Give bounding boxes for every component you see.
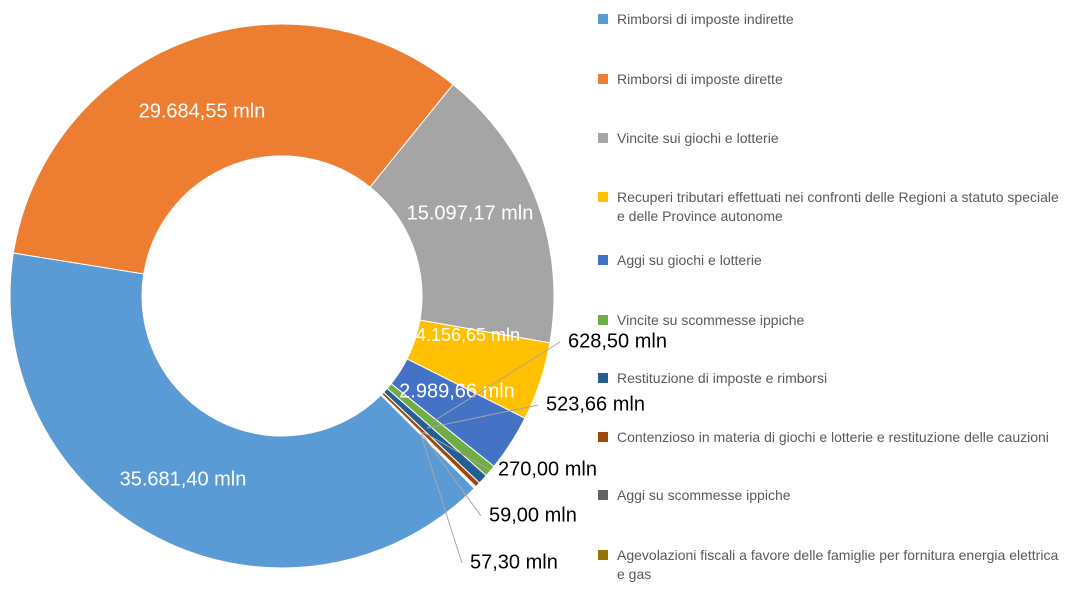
data-label: 2.989,66 mln <box>399 380 515 402</box>
legend-swatch <box>598 373 608 383</box>
leader-line <box>422 431 491 471</box>
legend-item: Rimborsi di imposte dirette <box>598 70 1068 89</box>
data-label: 15.097,17 mln <box>407 202 534 224</box>
legend-label: Rimborsi di imposte dirette <box>617 71 783 87</box>
data-label: 59,00 mln <box>489 504 577 526</box>
data-label: 35.681,40 mln <box>120 468 247 490</box>
legend-swatch <box>598 74 608 84</box>
legend-swatch <box>598 133 608 143</box>
legend-swatch <box>598 255 608 265</box>
legend-item: Vincite su scommesse ippiche <box>598 311 1068 330</box>
legend-swatch <box>598 550 608 560</box>
data-label: 270,00 mln <box>498 458 597 480</box>
legend-label: Restituzione di imposte e rimborsi <box>617 370 828 386</box>
legend-item: Aggi su giochi e lotterie <box>598 251 1068 270</box>
legend-swatch <box>598 315 608 325</box>
leader-line <box>426 404 539 429</box>
legend-label: Contenzioso in materia di giochi e lotte… <box>617 429 1049 445</box>
legend-label: Agevolazioni fiscali a favore delle fami… <box>617 547 1059 582</box>
leader-line <box>420 434 463 564</box>
legend-item: Contenzioso in materia di giochi e lotte… <box>598 428 1068 447</box>
legend-item: Agevolazioni fiscali a favore delle fami… <box>598 546 1068 584</box>
slice <box>380 393 476 490</box>
legend-label: Aggi su giochi e lotterie <box>617 252 762 268</box>
leader-line <box>431 341 561 423</box>
legend-item: Aggi su scommesse ippiche <box>598 486 1068 505</box>
data-label: 57,30 mln <box>470 551 558 573</box>
legend-swatch <box>598 192 608 202</box>
legend-label: Vincite su scommesse ippiche <box>617 312 805 328</box>
leader-line <box>421 433 482 517</box>
legend-item: Rimborsi di imposte indirette <box>598 10 1068 29</box>
legend-swatch <box>598 490 608 500</box>
slice <box>369 83 555 344</box>
legend-item: Vincite sui giochi e lotterie <box>598 129 1068 148</box>
data-label: 29.684,55 mln <box>139 100 266 122</box>
legend-item: Restituzione di imposte e rimborsi <box>598 369 1068 388</box>
legend-label: Rimborsi di imposte indirette <box>617 11 794 27</box>
slice <box>12 23 454 275</box>
legend-item: Recuperi tributari effettuati nei confro… <box>598 188 1068 226</box>
data-label: 4.156,65 mln <box>416 325 520 345</box>
legend-swatch <box>598 432 608 442</box>
legend-label: Aggi su scommesse ippiche <box>617 487 791 503</box>
data-label: 628,50 mln <box>568 330 667 352</box>
slice <box>9 252 476 569</box>
legend-label: Recuperi tributari effettuati nei confro… <box>617 189 1059 224</box>
legend-label: Vincite sui giochi e lotterie <box>617 130 779 146</box>
data-label: 523,66 mln <box>546 393 645 415</box>
legend-swatch <box>598 14 608 24</box>
